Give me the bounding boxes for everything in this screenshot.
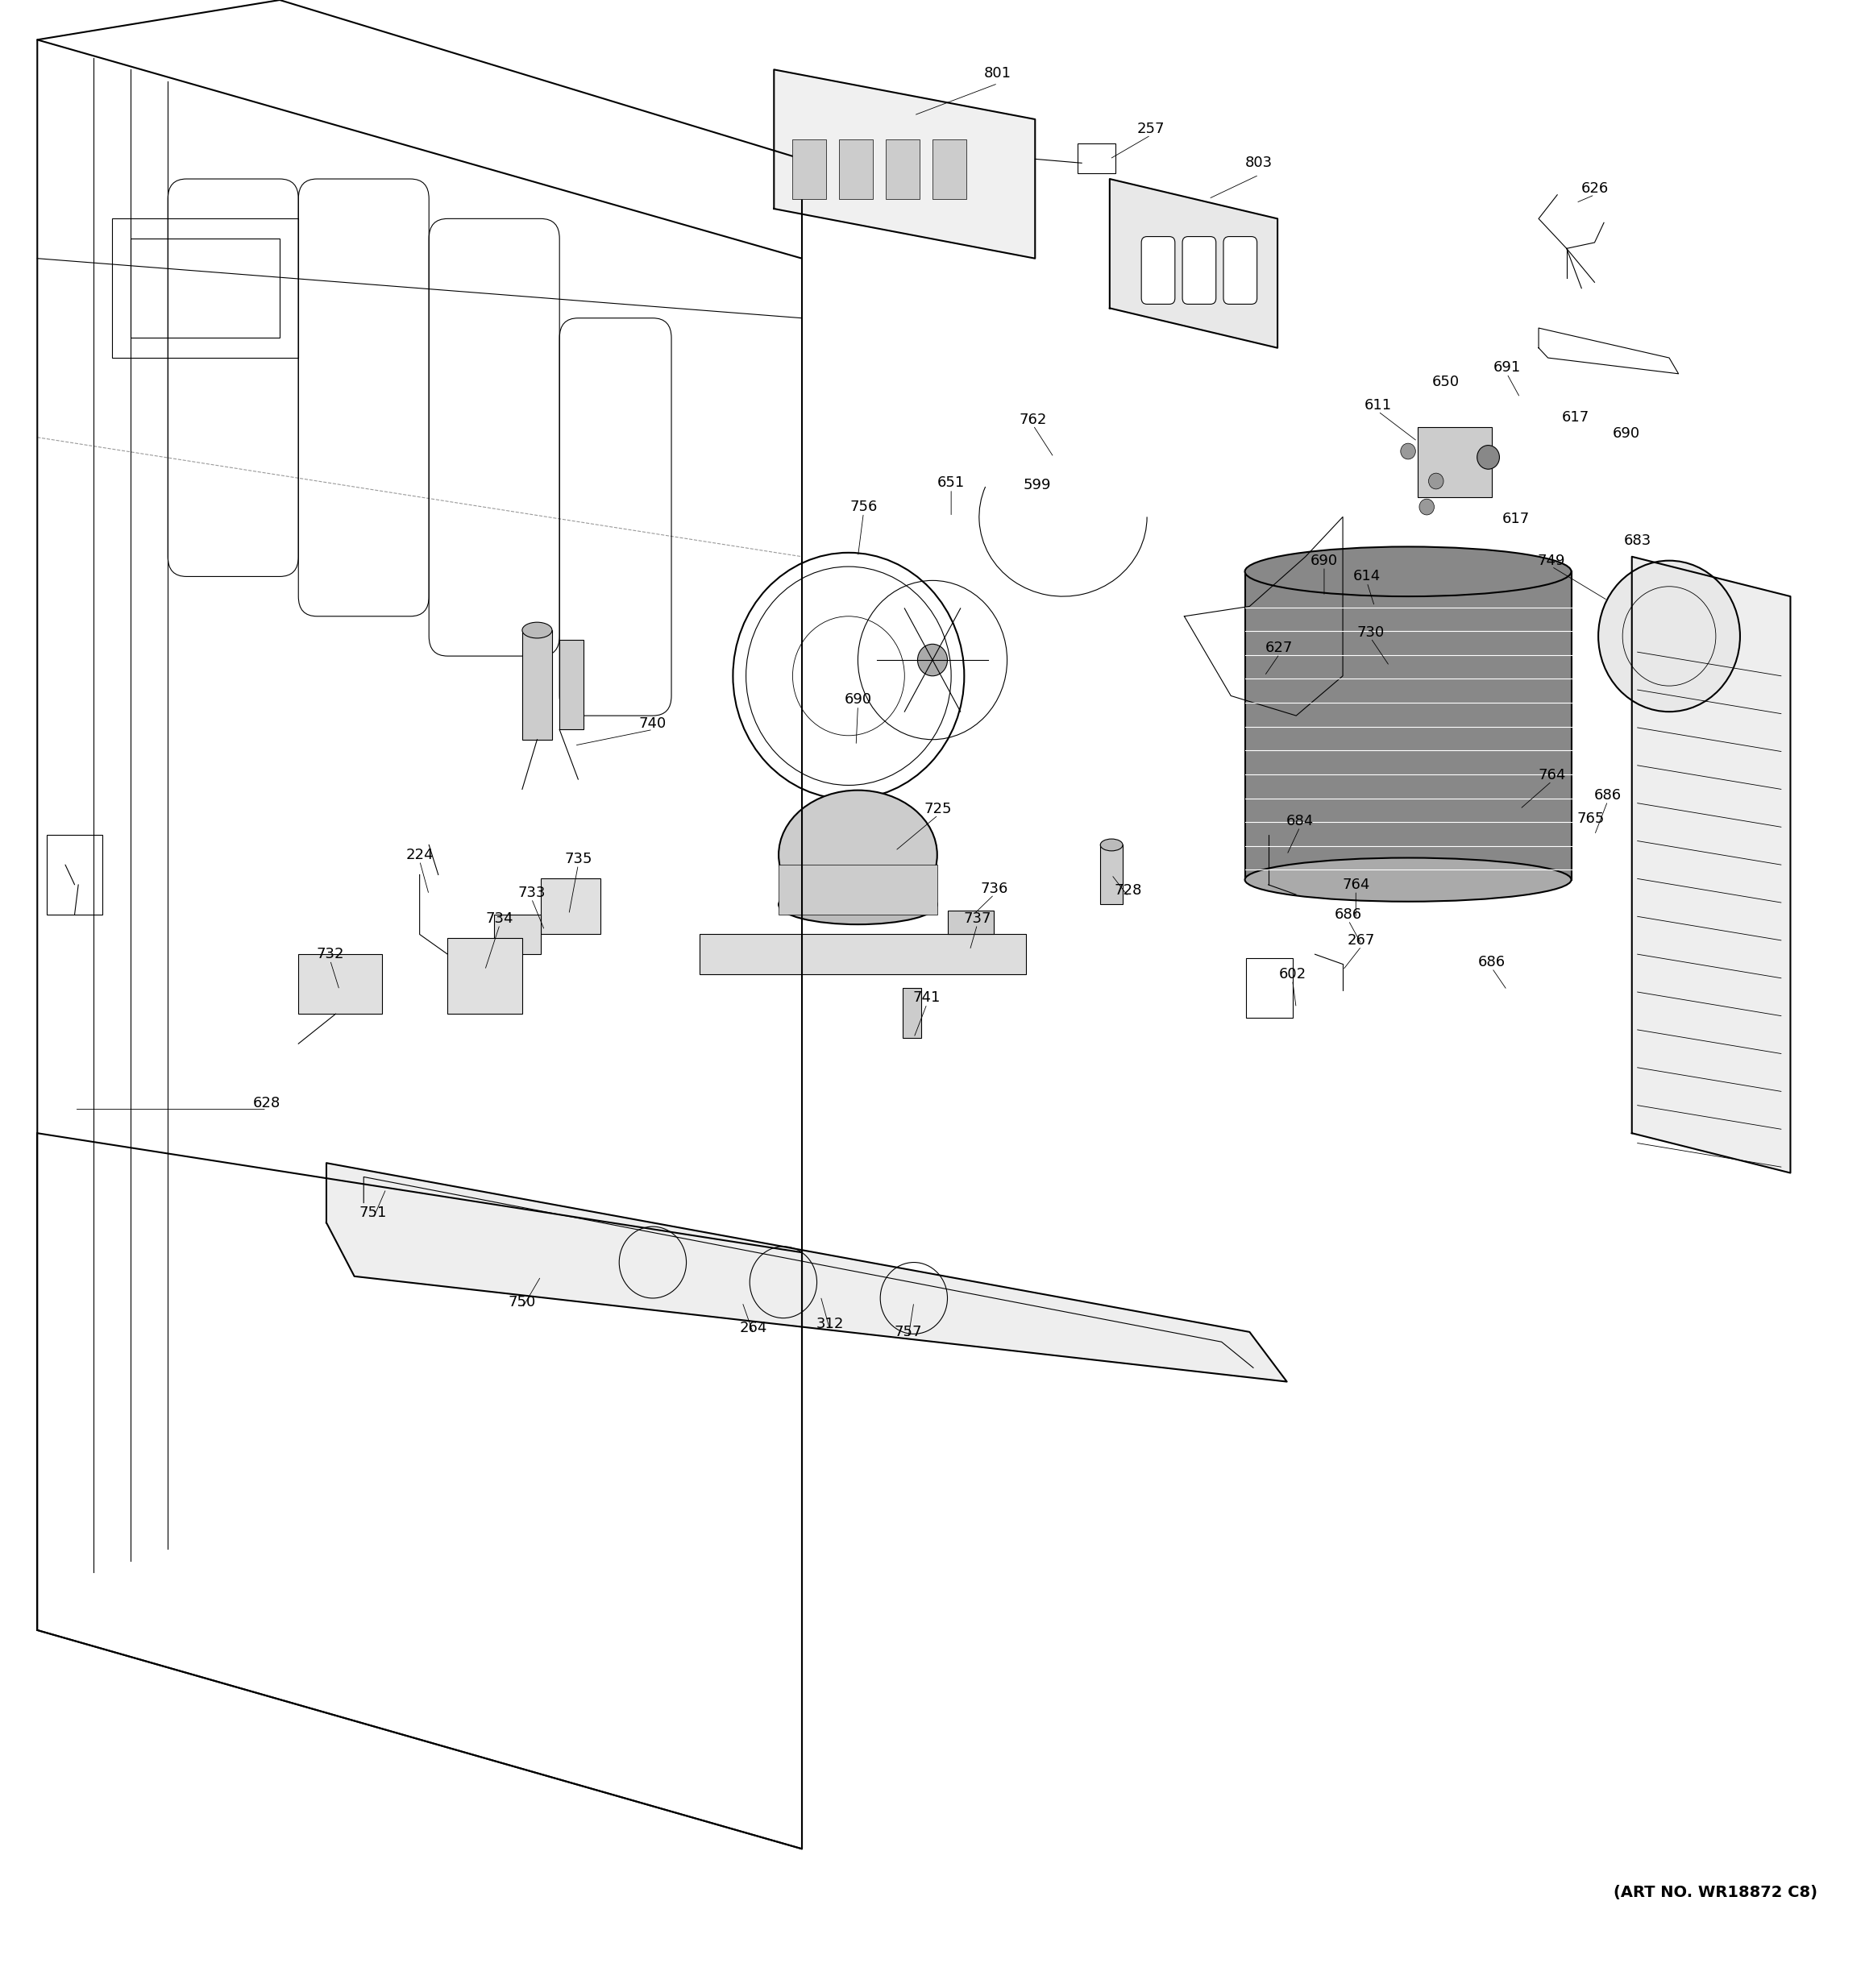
Text: 728: 728: [1115, 883, 1141, 899]
Text: 651: 651: [938, 475, 964, 491]
Text: 757: 757: [895, 1324, 921, 1340]
Text: 626: 626: [1582, 181, 1608, 197]
Bar: [494, 914, 541, 954]
Text: 264: 264: [740, 1320, 767, 1336]
Bar: [886, 139, 919, 199]
Text: 611: 611: [1365, 398, 1391, 414]
Bar: [932, 139, 966, 199]
Text: 762: 762: [1020, 412, 1046, 427]
Bar: [1417, 427, 1492, 497]
Text: 690: 690: [1311, 553, 1337, 569]
Text: 312: 312: [817, 1316, 843, 1332]
FancyBboxPatch shape: [1223, 237, 1257, 304]
Circle shape: [1429, 473, 1444, 489]
Polygon shape: [774, 70, 1035, 258]
Circle shape: [1419, 499, 1434, 515]
Text: 257: 257: [1138, 121, 1164, 137]
Bar: [947, 911, 994, 934]
Text: 691: 691: [1494, 360, 1520, 376]
Text: 614: 614: [1354, 569, 1380, 584]
Text: 627: 627: [1266, 640, 1292, 656]
Text: 690: 690: [1613, 425, 1639, 441]
Bar: [793, 139, 826, 199]
Ellipse shape: [1246, 547, 1570, 596]
Ellipse shape: [780, 885, 938, 924]
FancyBboxPatch shape: [1141, 237, 1175, 304]
Bar: [1100, 845, 1123, 905]
Text: 684: 684: [1287, 813, 1313, 829]
Text: 732: 732: [317, 946, 343, 962]
Bar: [559, 640, 584, 730]
Text: 736: 736: [981, 881, 1007, 897]
Text: 740: 740: [640, 716, 666, 732]
Bar: [1246, 573, 1570, 879]
Circle shape: [1598, 561, 1740, 712]
Text: (ART NO. WR18872 C8): (ART NO. WR18872 C8): [1613, 1885, 1818, 1901]
Bar: [1246, 958, 1292, 1018]
Text: 602: 602: [1279, 966, 1306, 982]
Bar: [839, 139, 873, 199]
Text: 686: 686: [1595, 787, 1621, 803]
Text: 765: 765: [1578, 811, 1604, 827]
Polygon shape: [1632, 557, 1790, 1173]
Text: 733: 733: [518, 885, 545, 901]
Ellipse shape: [1100, 839, 1123, 851]
Bar: [298, 954, 382, 1014]
Ellipse shape: [522, 622, 552, 638]
Text: 764: 764: [1539, 767, 1565, 783]
Bar: [522, 630, 552, 740]
Text: 803: 803: [1246, 155, 1272, 171]
Circle shape: [918, 644, 947, 676]
Bar: [699, 934, 1026, 974]
Circle shape: [1401, 443, 1416, 459]
Text: 751: 751: [360, 1205, 386, 1221]
Text: 764: 764: [1343, 877, 1369, 893]
Text: 224: 224: [407, 847, 433, 863]
Text: 599: 599: [1024, 477, 1050, 493]
Text: 690: 690: [845, 692, 871, 708]
Text: 686: 686: [1479, 954, 1505, 970]
Circle shape: [1477, 445, 1499, 469]
Polygon shape: [1110, 179, 1278, 348]
Bar: [47, 835, 103, 914]
Text: 267: 267: [1348, 932, 1375, 948]
Text: 617: 617: [1563, 410, 1589, 425]
Text: 749: 749: [1539, 553, 1565, 569]
Ellipse shape: [1246, 859, 1570, 903]
Text: 741: 741: [914, 990, 940, 1006]
Text: 617: 617: [1503, 511, 1529, 527]
Text: 735: 735: [565, 851, 591, 867]
Text: 650: 650: [1432, 374, 1458, 390]
Text: 801: 801: [985, 66, 1011, 82]
Text: 756: 756: [850, 499, 877, 515]
Bar: [131, 239, 280, 338]
Text: 686: 686: [1335, 907, 1361, 922]
FancyBboxPatch shape: [1182, 237, 1216, 304]
Bar: [448, 938, 522, 1014]
Text: 683: 683: [1624, 533, 1651, 549]
Text: 734: 734: [487, 911, 513, 926]
Text: 737: 737: [964, 911, 990, 926]
Bar: [1078, 143, 1115, 173]
Text: 750: 750: [509, 1294, 535, 1310]
Text: 730: 730: [1358, 624, 1384, 640]
Ellipse shape: [780, 789, 938, 918]
Text: 628: 628: [254, 1095, 280, 1111]
Polygon shape: [326, 1163, 1287, 1382]
Bar: [112, 219, 298, 358]
Bar: [903, 988, 921, 1038]
Bar: [541, 879, 601, 934]
Text: 725: 725: [925, 801, 951, 817]
Bar: [780, 865, 938, 914]
